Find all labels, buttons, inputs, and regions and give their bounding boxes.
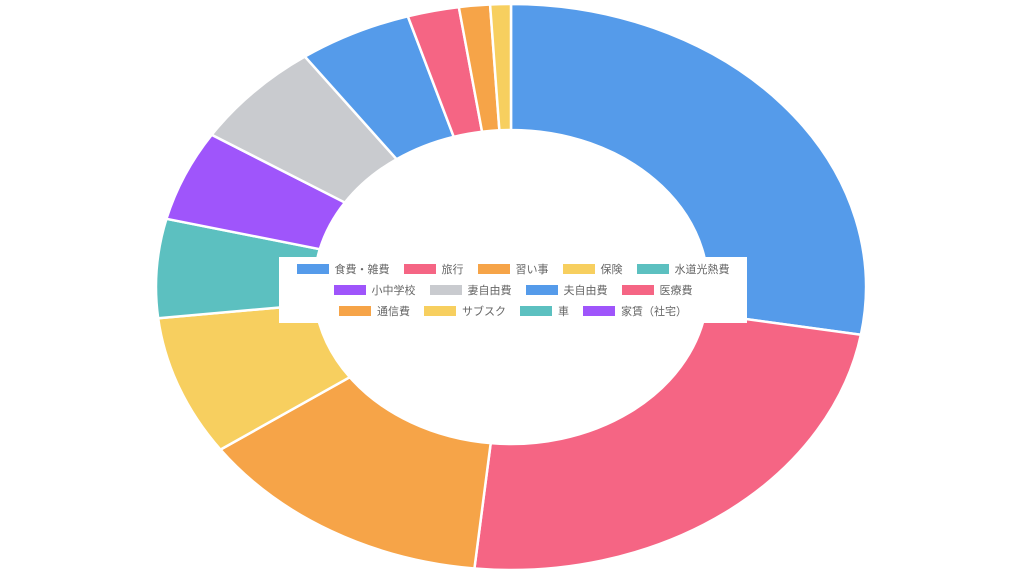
legend-item[interactable]: 水道光熱費 [636, 261, 730, 277]
legend-label: 小中学校 [371, 284, 416, 297]
slice-1[interactable] [509, 2, 868, 337]
legend-item[interactable]: 食費・雑費 [296, 261, 390, 277]
legend-row: 食費・雑費 旅行 習い事 保険 水道光熱費 [296, 261, 730, 277]
legend-swatch [583, 306, 615, 316]
legend-item[interactable]: 医療費 [621, 282, 693, 298]
legend-swatch [424, 306, 456, 316]
slice-2[interactable] [473, 312, 863, 572]
legend-swatch [333, 285, 366, 295]
chart-slices [154, 2, 868, 572]
legend-label: 習い事 [515, 263, 549, 276]
legend-swatch [429, 285, 462, 295]
legend-item[interactable]: 旅行 [403, 261, 464, 277]
legend-item[interactable]: 夫自由費 [525, 282, 608, 298]
slice-11[interactable] [488, 2, 513, 132]
legend-item[interactable]: 妻自由費 [429, 282, 512, 298]
legend-label: サブスク [462, 305, 506, 318]
slice-3[interactable] [218, 375, 493, 570]
legend-label: 食費・雑費 [334, 263, 390, 276]
legend-item[interactable]: 保険 [562, 261, 623, 277]
legend-label: 通信費 [377, 305, 410, 318]
legend-label: 水道光熱費 [674, 263, 730, 276]
legend-swatch [621, 285, 654, 295]
legend-swatch [339, 306, 371, 316]
legend-label: 家賃（社宅） [621, 305, 687, 318]
legend-swatch [636, 264, 669, 274]
chart-legend: 食費・雑費 旅行 習い事 保険 水道光熱費 小中学校 妻自由費 夫自由費 医療費… [279, 257, 747, 323]
legend-item[interactable]: 車 [520, 303, 569, 319]
legend-label: 車 [558, 305, 569, 318]
legend-swatch [520, 306, 552, 316]
legend-label: 保険 [600, 263, 623, 276]
legend-item[interactable]: サブスク [424, 303, 506, 319]
legend-swatch [296, 264, 329, 274]
legend-label: 医療費 [659, 284, 693, 297]
legend-item[interactable]: 家賃（社宅） [583, 303, 687, 319]
legend-row: 小中学校 妻自由費 夫自由費 医療費 [333, 282, 693, 298]
legend-row: 通信費 サブスク 車 家賃（社宅） [339, 303, 687, 319]
legend-swatch [562, 264, 595, 274]
legend-item[interactable]: 習い事 [477, 261, 549, 277]
legend-label: 夫自由費 [563, 284, 608, 297]
legend-label: 旅行 [441, 263, 464, 276]
legend-item[interactable]: 小中学校 [333, 282, 416, 298]
legend-swatch [403, 264, 436, 274]
legend-swatch [525, 285, 558, 295]
legend-swatch [477, 264, 510, 274]
legend-item[interactable]: 通信費 [339, 303, 410, 319]
legend-label: 妻自由費 [467, 284, 512, 297]
